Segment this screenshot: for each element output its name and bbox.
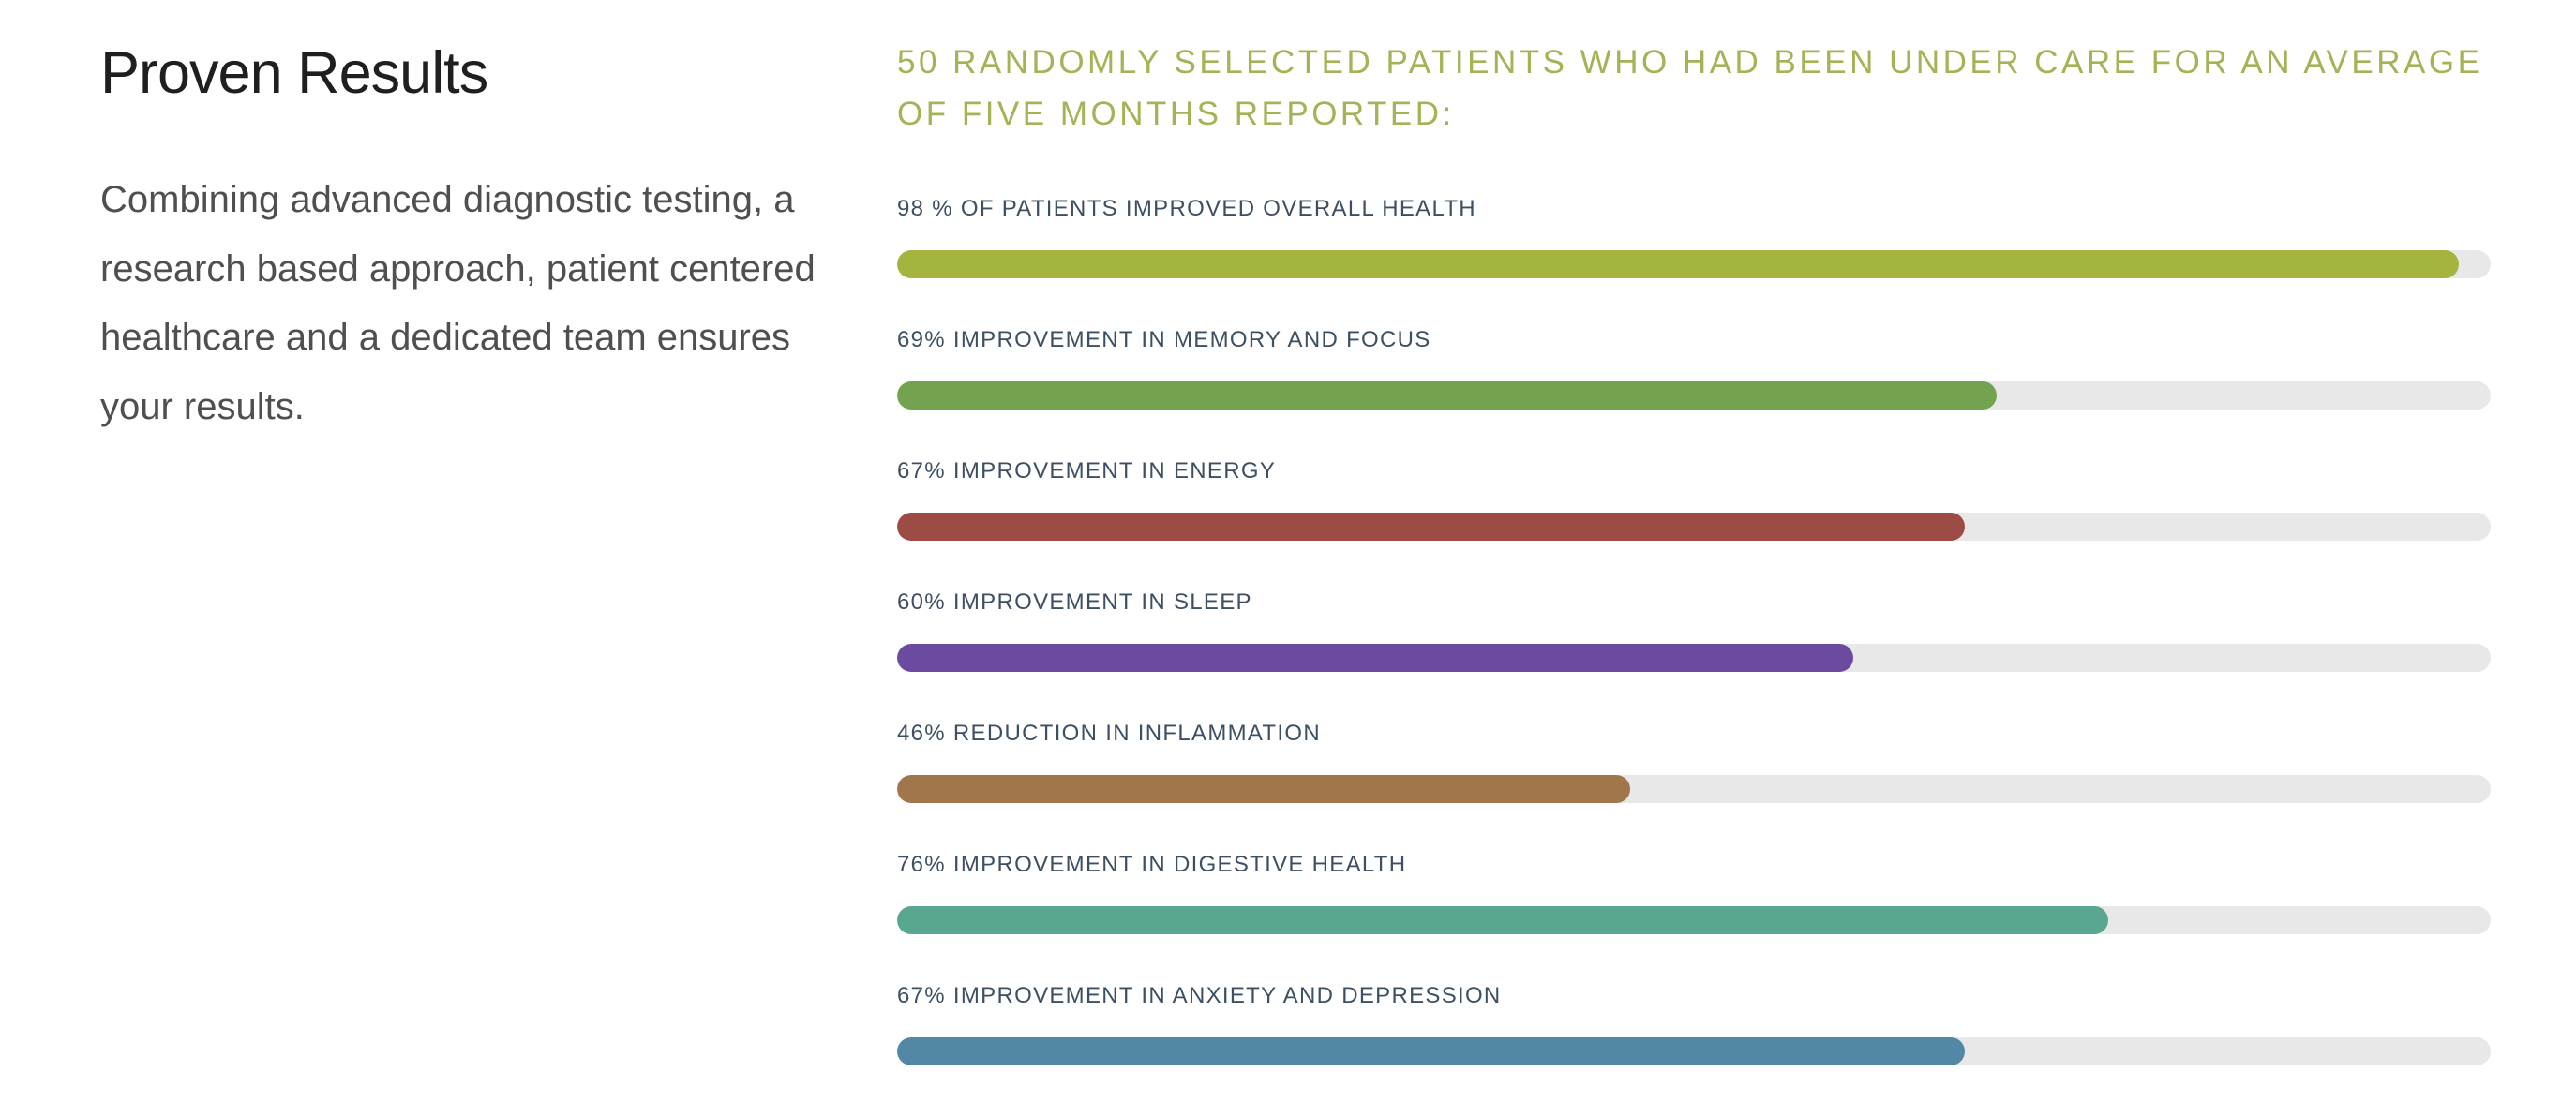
- intro-paragraph: Combining advanced diagnostic testing, a…: [100, 179, 816, 428]
- progress-bar-track: [897, 775, 2491, 804]
- stat-row: 67% IMPROVEMENT IN ANXIETY AND DEPRESSIO…: [897, 983, 2491, 1066]
- stat-row: 67% IMPROVEMENT IN ENERGY: [897, 458, 2491, 542]
- stat-row: 60% IMPROVEMENT IN SLEEP: [897, 589, 2491, 673]
- progress-bar-fill: [897, 1037, 1965, 1066]
- progress-bar-fill: [897, 775, 1630, 804]
- progress-bar-track: [897, 250, 2491, 279]
- progress-bar-track: [897, 1037, 2491, 1066]
- progress-bar-track: [897, 381, 2491, 410]
- stat-row: 46% REDUCTION IN INFLAMMATION: [897, 721, 2491, 804]
- page-title: Proven Results: [100, 40, 488, 106]
- stat-label: 76% IMPROVEMENT IN DIGESTIVE HEALTH: [897, 852, 1407, 878]
- results-heading: 50 RANDOMLY SELECTED PATIENTS WHO HAD BE…: [897, 44, 2483, 132]
- progress-bar-fill: [897, 644, 1853, 673]
- progress-bar-track: [897, 906, 2491, 935]
- stat-row: 98 % OF PATIENTS IMPROVED OVERALL HEALTH: [897, 196, 2491, 279]
- stat-row: 69% IMPROVEMENT IN MEMORY AND FOCUS: [897, 327, 2491, 410]
- progress-bar-fill: [897, 250, 2459, 279]
- progress-bar-track: [897, 513, 2491, 542]
- stat-label: 46% REDUCTION IN INFLAMMATION: [897, 721, 1321, 747]
- stat-label: 67% IMPROVEMENT IN ENERGY: [897, 458, 1277, 484]
- progress-bar-fill: [897, 381, 1997, 410]
- stat-label: 67% IMPROVEMENT IN ANXIETY AND DEPRESSIO…: [897, 983, 1502, 1009]
- stat-row: 76% IMPROVEMENT IN DIGESTIVE HEALTH: [897, 852, 2491, 935]
- stat-label: 60% IMPROVEMENT IN SLEEP: [897, 589, 1252, 616]
- results-column: 50 RANDOMLY SELECTED PATIENTS WHO HAD BE…: [897, 37, 2491, 1114]
- intro-column: Proven Results Combining advanced diagno…: [100, 37, 897, 1114]
- stat-label: 98 % OF PATIENTS IMPROVED OVERALL HEALTH: [897, 196, 1476, 222]
- progress-bar-track: [897, 644, 2491, 673]
- stat-label: 69% IMPROVEMENT IN MEMORY AND FOCUS: [897, 327, 1431, 353]
- progress-bar-fill: [897, 906, 2108, 935]
- progress-bar-fill: [897, 513, 1965, 542]
